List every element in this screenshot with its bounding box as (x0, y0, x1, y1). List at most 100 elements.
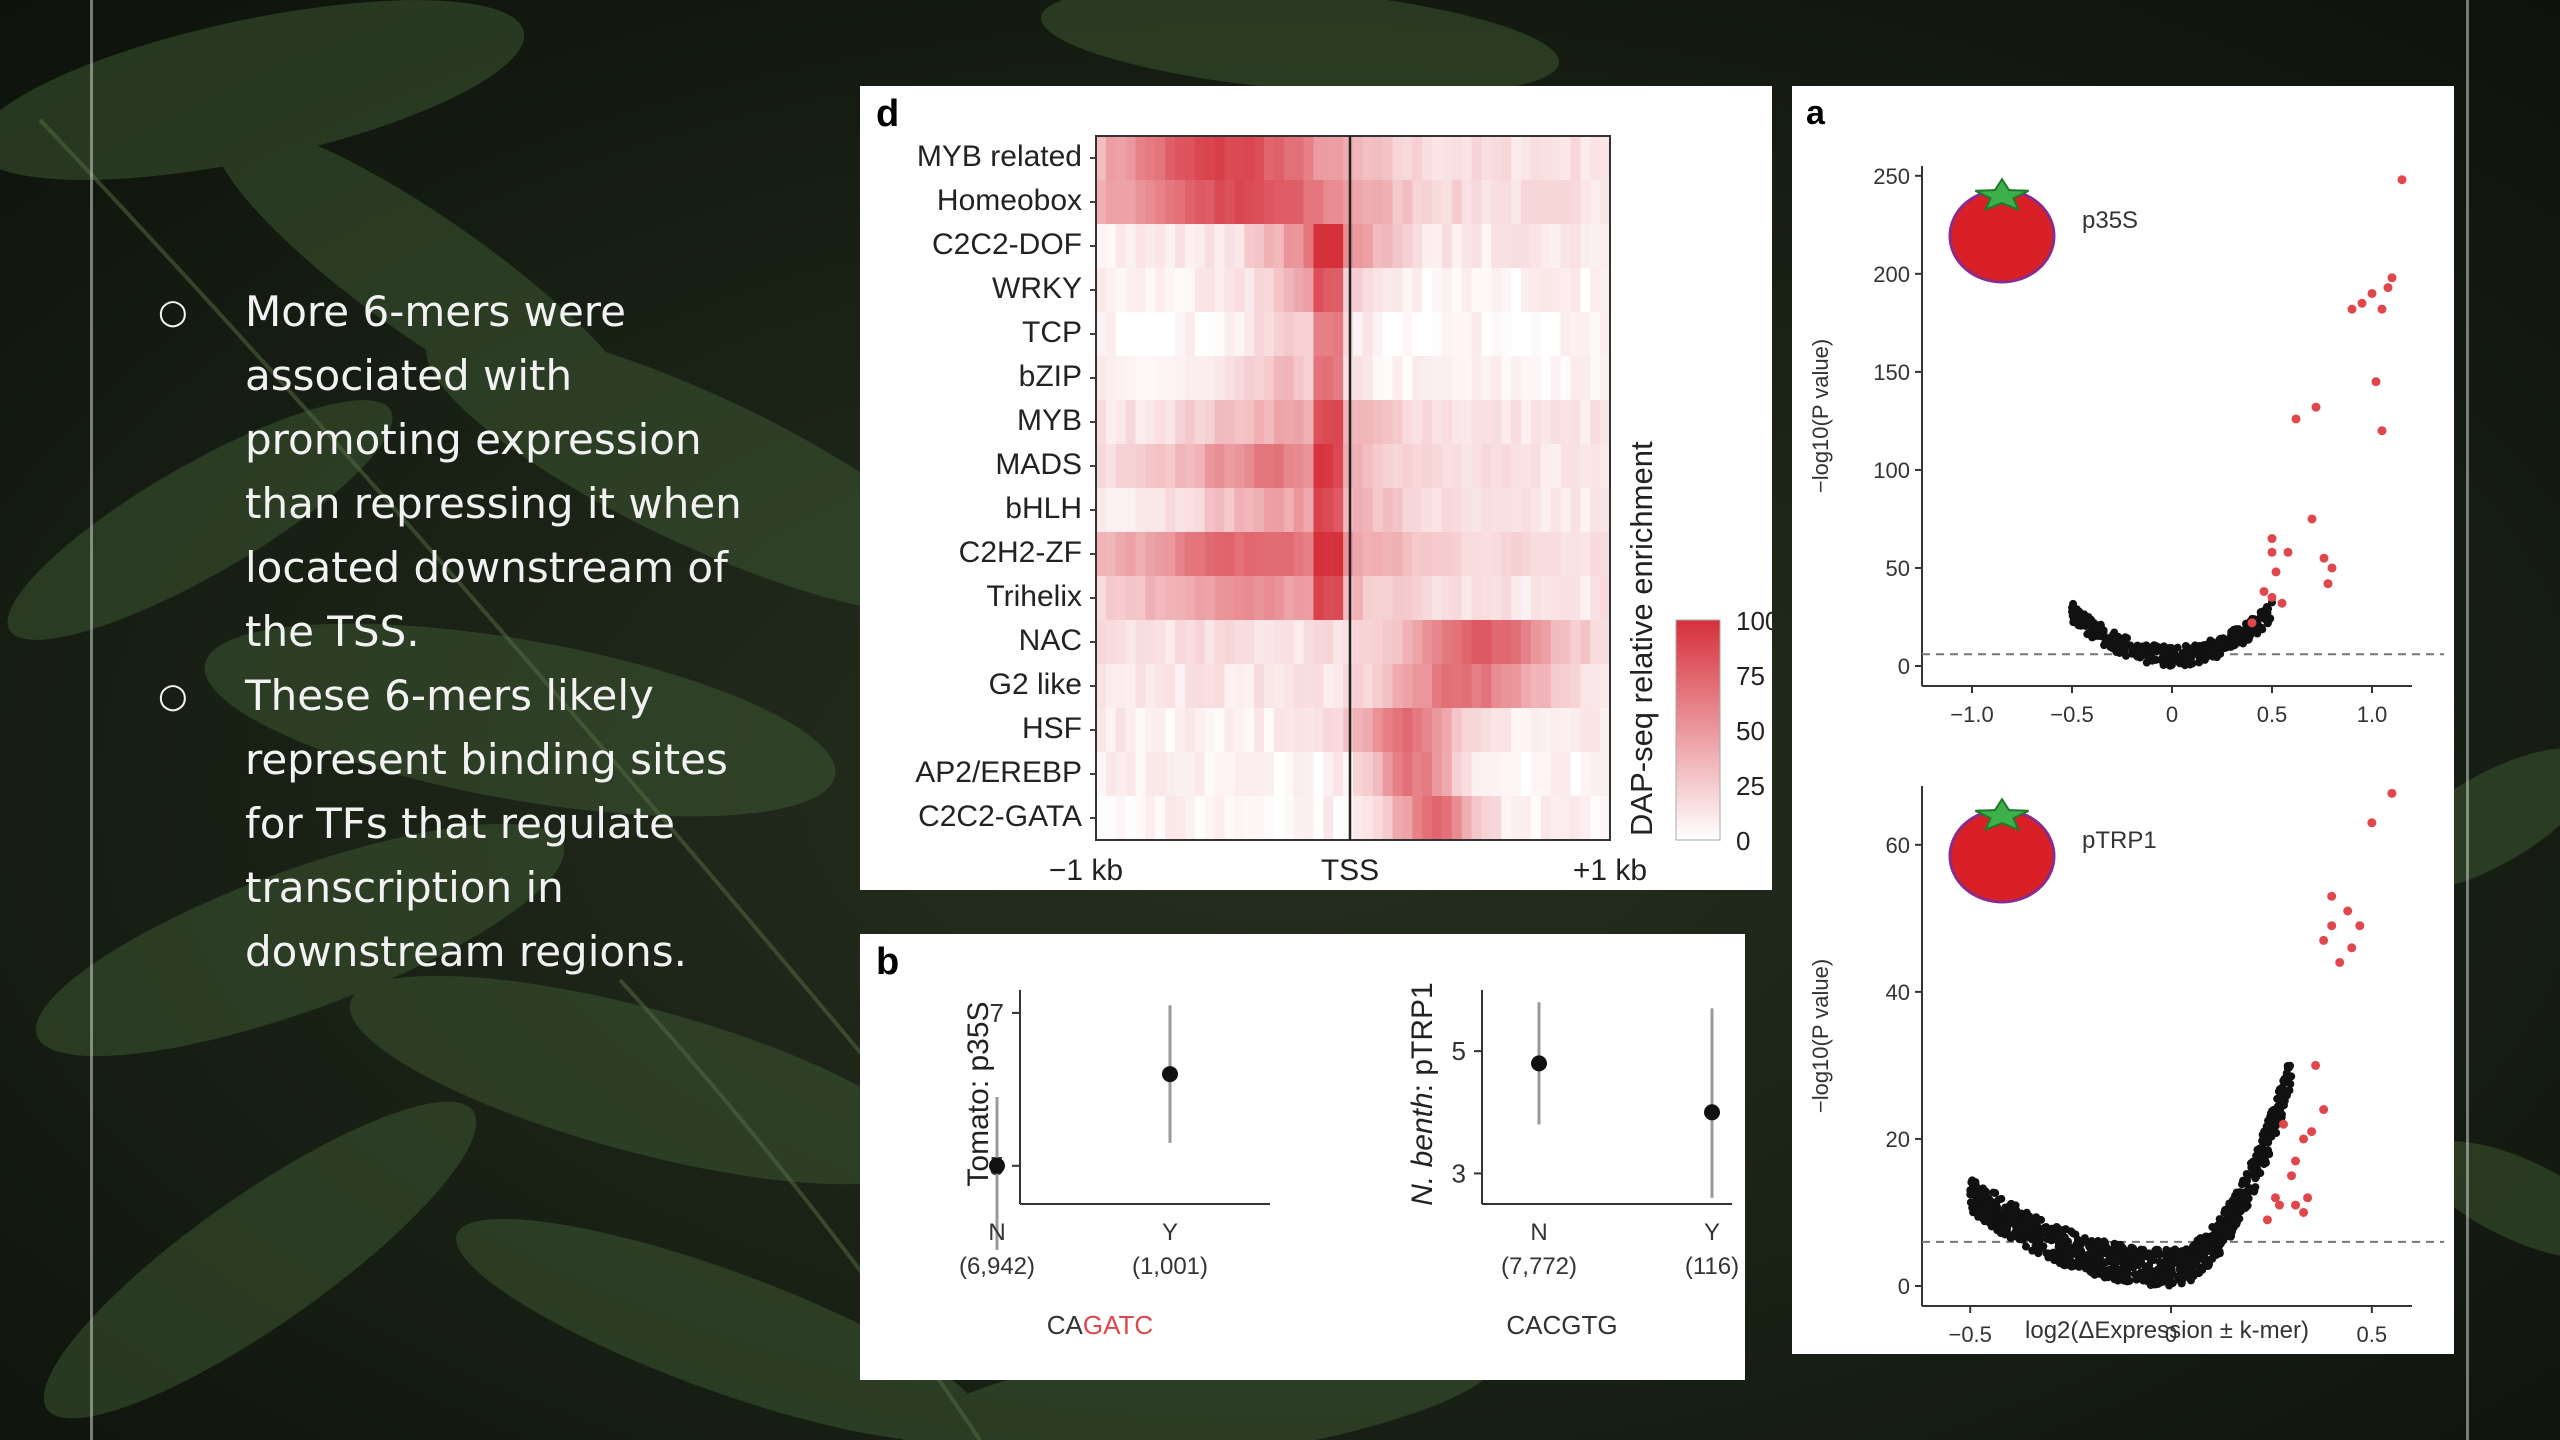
heatmap-cell (1273, 664, 1285, 709)
heatmap-cell (1214, 180, 1226, 225)
heatmap-cell (1204, 664, 1216, 709)
heatmap-cell (1273, 268, 1285, 313)
heatmap-cell (1550, 796, 1562, 841)
heatmap-cell (1184, 180, 1196, 225)
heatmap-cell (1125, 180, 1137, 225)
heatmap-cell (1135, 620, 1147, 665)
heatmap-cell (1254, 708, 1265, 753)
heatmap-cell (1441, 312, 1453, 357)
data-point (1996, 1211, 2005, 1220)
heatmap-cell (1175, 620, 1186, 665)
data-point (2071, 1250, 2080, 1259)
heatmap-cell (1362, 752, 1374, 797)
highlight-point (2274, 1200, 2284, 1210)
heatmap-cell (1540, 620, 1552, 665)
colorbar-label: DAP-seq relative enrichment (1624, 441, 1659, 836)
heatmap-cell (1392, 356, 1404, 401)
heatmap-cell (1530, 136, 1542, 181)
highlight-point (2387, 788, 2397, 798)
heatmap-cell (1105, 136, 1117, 181)
heatmap-cell (1590, 708, 1601, 753)
heatmap-cell (1511, 488, 1522, 533)
data-point (1531, 1055, 1547, 1072)
heatmap-cell (1343, 136, 1354, 181)
heatmap-cell (1273, 620, 1285, 665)
heatmap-cell (1392, 708, 1404, 753)
data-point (2285, 1062, 2294, 1071)
heatmap-cell (1481, 708, 1492, 753)
heatmap-cell (1412, 312, 1423, 357)
heatmap-cell (1600, 796, 1611, 841)
heatmap-cell (1491, 664, 1502, 709)
heatmap-cell (1491, 576, 1502, 621)
motif-black: CACGTG (1506, 1310, 1617, 1340)
heatmap-cell (1303, 620, 1315, 665)
heatmap-cell (1224, 180, 1235, 225)
heatmap-cell (1175, 356, 1186, 401)
data-point (2141, 1250, 2150, 1259)
heatmap-cell (1293, 180, 1305, 225)
heatmap-cell (1125, 488, 1137, 533)
heatmap-cell (1382, 796, 1394, 841)
data-point (2262, 603, 2271, 612)
heatmap-cell (1392, 664, 1404, 709)
heatmap-cell (1125, 752, 1137, 797)
heatmap-cell (1481, 224, 1492, 269)
x-tick-label: +1 kb (1573, 854, 1647, 887)
bullet-marker: ○ (158, 292, 188, 332)
data-point (2127, 1243, 2136, 1252)
heatmap-cell (1155, 180, 1166, 225)
heatmap-cell (1382, 752, 1394, 797)
heatmap-cell (1471, 708, 1483, 753)
data-point (2162, 1245, 2171, 1254)
heatmap-cell (1481, 444, 1492, 489)
heatmap-cell (1244, 620, 1255, 665)
heatmap-cell (1432, 224, 1443, 269)
heatmap-cell (1530, 664, 1542, 709)
heatmap-cell (1600, 136, 1611, 181)
heatmap-cell (1382, 576, 1394, 621)
heatmap-cell (1135, 444, 1147, 489)
heatmap-cell (1422, 488, 1433, 533)
heatmap-cell (1362, 136, 1374, 181)
heatmap-cell (1273, 136, 1285, 181)
heatmap-cell (1521, 356, 1532, 401)
heatmap-cell (1165, 180, 1176, 225)
heatmap-cell (1096, 796, 1107, 841)
heatmap-cell (1135, 664, 1147, 709)
heatmap-cell (1096, 620, 1107, 665)
heatmap-cell (1481, 400, 1492, 445)
data-point (2146, 643, 2155, 652)
data-point (2015, 1224, 2024, 1233)
heatmap-cell (1184, 620, 1196, 665)
row-label: bHLH (1005, 492, 1082, 525)
heatmap-cell (1432, 752, 1443, 797)
data-point (2075, 1260, 2084, 1269)
heatmap-cell (1303, 224, 1315, 269)
heatmap-cell (1323, 708, 1334, 753)
heatmap-cell (1481, 532, 1492, 577)
heatmap-cell (1155, 532, 1166, 577)
heatmap-cell (1234, 312, 1245, 357)
heatmap-cell (1461, 532, 1473, 577)
heatmap-cell (1560, 312, 1572, 357)
heatmap-cell (1570, 356, 1581, 401)
heatmap-cell (1254, 664, 1265, 709)
heatmap-cell (1570, 312, 1581, 357)
heatmap-cell (1145, 488, 1156, 533)
heatmap-cell (1461, 576, 1473, 621)
heatmap-cell (1175, 752, 1186, 797)
highlight-point (2283, 547, 2293, 557)
heatmap-cell (1580, 532, 1591, 577)
heatmap-cell (1570, 708, 1581, 753)
heatmap-cell (1432, 796, 1443, 841)
heatmap-cell (1155, 444, 1166, 489)
data-point (2104, 639, 2113, 648)
heatmap-cell (1491, 752, 1502, 797)
heatmap-cell (1096, 312, 1107, 357)
heatmap-cell (1155, 796, 1166, 841)
heatmap-cell (1264, 796, 1275, 841)
heatmap-cell (1451, 664, 1463, 709)
heatmap-cell (1283, 620, 1295, 665)
data-point (2186, 647, 2195, 656)
